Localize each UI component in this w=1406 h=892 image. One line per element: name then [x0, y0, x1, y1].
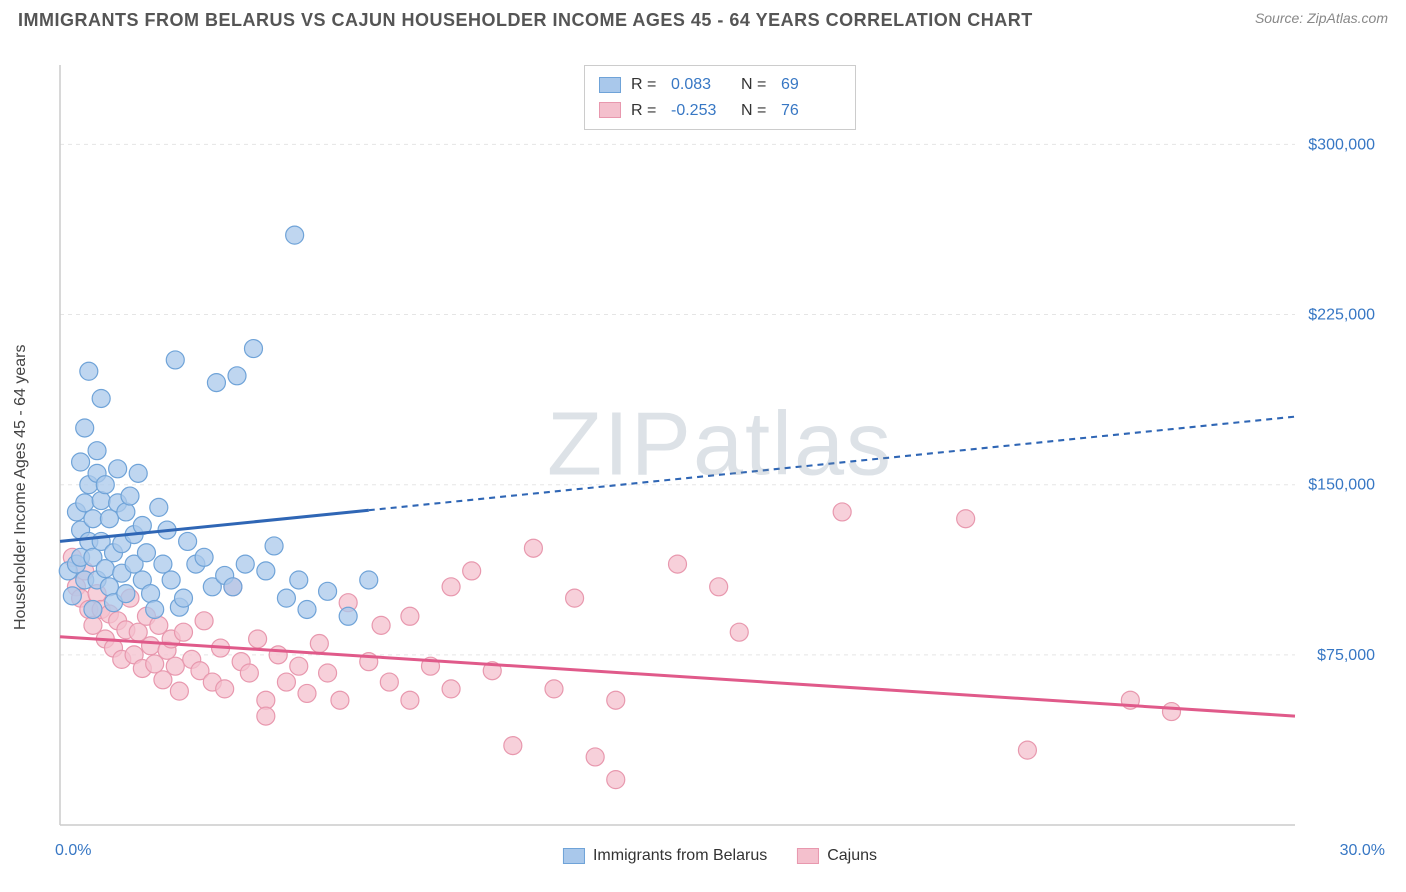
n-value-1: 76 — [781, 98, 841, 124]
legend-item-0: Immigrants from Belarus — [563, 847, 767, 865]
correlation-legend: R = 0.083 N = 69 R = -0.253 N = 76 — [584, 65, 856, 130]
svg-text:$300,000: $300,000 — [1308, 136, 1375, 153]
scatter-plot: $75,000 $150,000 $225,000 $300,000 — [55, 60, 1385, 830]
swatch-series-1 — [599, 102, 621, 118]
legend-label-1: Cajuns — [827, 847, 877, 865]
n-value-0: 69 — [781, 72, 841, 98]
r-label: R = — [631, 72, 661, 98]
legend-row-series-1: R = -0.253 N = 76 — [599, 98, 841, 124]
legend-row-series-0: R = 0.083 N = 69 — [599, 72, 841, 98]
swatch-bottom-0 — [563, 848, 585, 864]
n-label: N = — [741, 98, 771, 124]
series-legend: Immigrants from Belarus Cajuns — [563, 847, 877, 865]
legend-item-1: Cajuns — [797, 847, 877, 865]
chart-area: ZIPatlas $75,000$150,000$225,000$300,000… — [55, 60, 1385, 830]
svg-text:$150,000: $150,000 — [1308, 477, 1375, 494]
svg-text:$75,000: $75,000 — [1317, 647, 1375, 664]
r-value-1: -0.253 — [671, 98, 731, 124]
r-label: R = — [631, 98, 661, 124]
swatch-bottom-1 — [797, 848, 819, 864]
swatch-series-0 — [599, 77, 621, 93]
chart-title: IMMIGRANTS FROM BELARUS VS CAJUN HOUSEHO… — [18, 10, 1033, 31]
source-attribution: Source: ZipAtlas.com — [1255, 10, 1388, 26]
y-axis-label: Householder Income Ages 45 - 64 years — [12, 345, 30, 631]
x-tick-max: 30.0% — [1340, 842, 1385, 860]
svg-text:$225,000: $225,000 — [1308, 307, 1375, 324]
r-value-0: 0.083 — [671, 72, 731, 98]
n-label: N = — [741, 72, 771, 98]
x-tick-min: 0.0% — [55, 842, 91, 860]
legend-label-0: Immigrants from Belarus — [593, 847, 767, 865]
